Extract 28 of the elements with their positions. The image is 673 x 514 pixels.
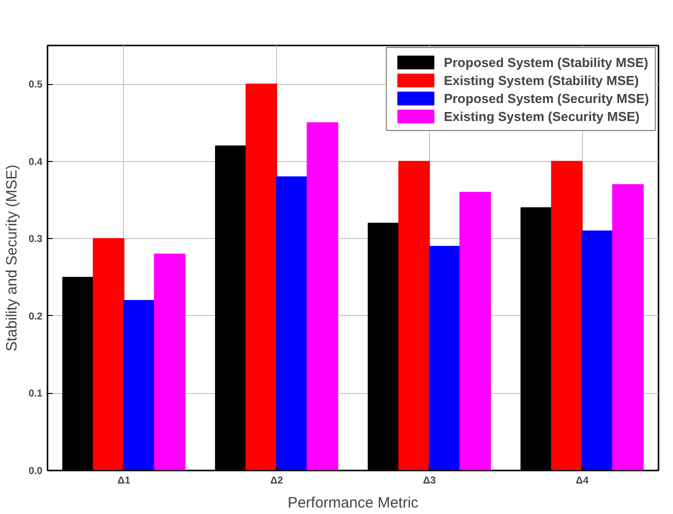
- bar: [459, 192, 491, 470]
- y-tick-label: 0.4: [28, 156, 43, 168]
- legend-label: Existing System (Stability MSE): [444, 72, 639, 88]
- bar: [612, 184, 644, 470]
- y-tick-label: 0.2: [28, 311, 43, 322]
- bar: [551, 160, 583, 470]
- bar: [398, 160, 430, 470]
- bar: [428, 246, 460, 470]
- x-axis-title: Performance Metric: [288, 494, 419, 512]
- legend-label: Proposed System (Stability MSE): [444, 54, 648, 70]
- y-tick-label: 0.5: [28, 80, 43, 91]
- bar: [123, 300, 155, 470]
- x-tick-label: Δ2: [270, 476, 284, 486]
- y-tick-label: 0.1: [28, 388, 43, 400]
- y-axis-title: Stability and Security (MSE): [4, 164, 21, 352]
- bar: [582, 230, 614, 470]
- x-tick-label: Δ3: [423, 476, 436, 486]
- x-tick-label: Δ1: [118, 476, 131, 486]
- legend-label: Proposed System (Security MSE): [444, 90, 649, 106]
- bar: [92, 238, 124, 470]
- x-tick-label: Δ4: [576, 476, 589, 486]
- legend-label: Existing System (Security MSE): [444, 108, 640, 124]
- bar: [306, 122, 338, 470]
- bar: [154, 254, 186, 470]
- y-tick-label: 0.0: [28, 466, 43, 477]
- bar: [246, 84, 278, 470]
- y-tick-label: 0.3: [28, 234, 43, 246]
- bar: [276, 176, 308, 470]
